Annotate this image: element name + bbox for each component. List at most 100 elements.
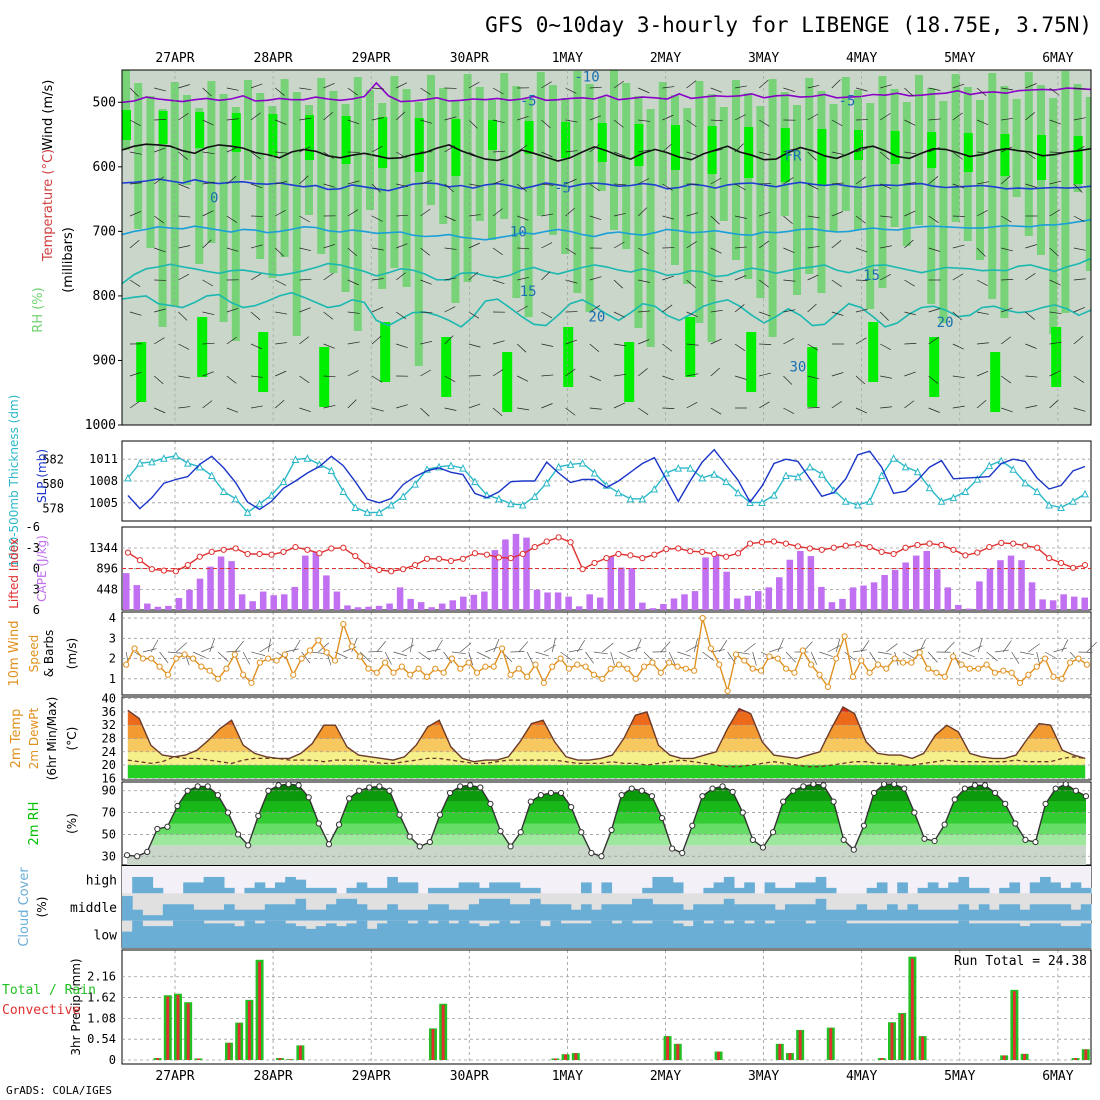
rh-line-point xyxy=(346,795,353,802)
wind-barb xyxy=(492,369,504,377)
wind-barb xyxy=(976,119,989,126)
wind-barb xyxy=(613,241,625,249)
thickness-line-point xyxy=(949,493,958,502)
cape-bar xyxy=(860,585,867,610)
tick-label: 448 xyxy=(96,582,118,596)
precip-conv-bar xyxy=(441,1004,445,1060)
tick-label: 4 xyxy=(109,611,116,625)
lifted-line-point xyxy=(950,546,957,553)
wind-barb xyxy=(1073,336,1084,345)
tick-label: 1005 xyxy=(89,496,118,510)
wind-barb xyxy=(347,370,359,377)
wind-barb xyxy=(638,407,649,416)
wind-barb xyxy=(401,644,415,653)
rh-line-point xyxy=(860,822,867,829)
cloud-cell xyxy=(1060,904,1072,921)
rh-line-point xyxy=(790,787,797,794)
thickness-line-point xyxy=(207,471,216,479)
wind-barb xyxy=(323,272,334,281)
lifted-line-point xyxy=(208,548,215,556)
wind-speed-line-point xyxy=(565,665,573,672)
tick-label: 500 xyxy=(93,95,116,110)
cloud-cell xyxy=(489,923,500,948)
lifted-line-point xyxy=(292,543,299,551)
cloud-cell xyxy=(642,923,653,948)
precip-legend-conv: Convective xyxy=(2,1003,80,1018)
rh-mid-cell xyxy=(183,95,191,185)
wind-speed-line-point xyxy=(206,667,213,674)
cloud-cell xyxy=(377,909,388,921)
wind-barb xyxy=(952,151,963,160)
rh-mid-cell xyxy=(817,91,826,293)
rh-bright-cell xyxy=(561,122,571,158)
thickness-line-point xyxy=(303,454,312,462)
axis-title: (millibars) xyxy=(61,227,76,293)
wind-barb xyxy=(952,183,965,189)
wind-barb xyxy=(129,400,141,409)
cloud-cell xyxy=(703,904,715,921)
wind-barb xyxy=(426,648,441,653)
wind-barb xyxy=(744,643,756,653)
cloud-cell xyxy=(519,887,531,894)
cloud-cell xyxy=(948,923,959,948)
wind-barb xyxy=(420,247,431,256)
cloud-cell xyxy=(530,920,541,948)
thickness-line-point xyxy=(985,461,994,470)
wind-speed-line-point xyxy=(1058,675,1065,682)
cape-bar xyxy=(533,589,541,610)
wind-barb xyxy=(638,149,651,153)
wind-barb xyxy=(1073,306,1085,313)
wind-barb xyxy=(928,176,939,185)
cape-bar xyxy=(196,578,204,610)
wind-speed-line-point xyxy=(1008,669,1015,676)
cloud-cell xyxy=(254,882,266,894)
frame-precip xyxy=(121,949,1092,1065)
wind-barb xyxy=(178,375,191,379)
date-label-top: 2MAY xyxy=(650,51,681,66)
thickness-line-point xyxy=(710,470,718,478)
rh-mid-cell xyxy=(231,107,240,341)
wind-barb xyxy=(444,306,456,313)
cloud-cell xyxy=(989,923,1000,948)
rh-mid-cell xyxy=(695,81,704,323)
wind-barb xyxy=(250,83,263,89)
cloud-cell xyxy=(632,898,643,921)
wind-barb xyxy=(902,651,916,660)
rh-mid-cell xyxy=(170,82,179,306)
cloud-cell xyxy=(244,909,256,921)
cloud-cell xyxy=(581,882,592,894)
tick-label: 3 xyxy=(33,582,40,596)
cloud-cell xyxy=(836,909,847,921)
wind-barb xyxy=(976,181,989,185)
contour-label: -5 xyxy=(839,94,856,110)
wind-barb xyxy=(420,179,432,185)
cape-bar xyxy=(396,587,404,610)
rh-mid-cell xyxy=(732,80,740,260)
axis-title-group: RH (%) xyxy=(31,287,46,332)
cloud-cell xyxy=(846,909,857,921)
cloud-cell xyxy=(652,920,664,948)
cloud-cell xyxy=(519,920,531,948)
thickness-line-point xyxy=(172,451,180,460)
wind-speed-line-point xyxy=(440,669,447,676)
cloud-row-label: high xyxy=(86,874,117,889)
wind-speed-line-point xyxy=(148,655,155,662)
cloud-cell xyxy=(264,904,276,921)
rh-line-point xyxy=(1022,836,1029,843)
wind-barb xyxy=(635,638,642,653)
lifted-line-point xyxy=(376,566,383,573)
cloud-cell xyxy=(152,915,164,921)
wind-barb xyxy=(323,311,334,320)
cloud-cell xyxy=(785,887,796,894)
wind-barb xyxy=(710,87,723,93)
tick-label: 582 xyxy=(42,452,64,466)
wind-barb xyxy=(1019,651,1034,656)
cloud-cell xyxy=(468,923,480,948)
wind-barb xyxy=(734,246,747,249)
wind-barb xyxy=(886,643,898,653)
rh-line-point xyxy=(840,836,847,843)
wind-barb xyxy=(396,243,408,249)
wind-barb xyxy=(234,640,244,653)
cape-bar xyxy=(902,562,909,610)
cloud-cell xyxy=(203,923,215,948)
